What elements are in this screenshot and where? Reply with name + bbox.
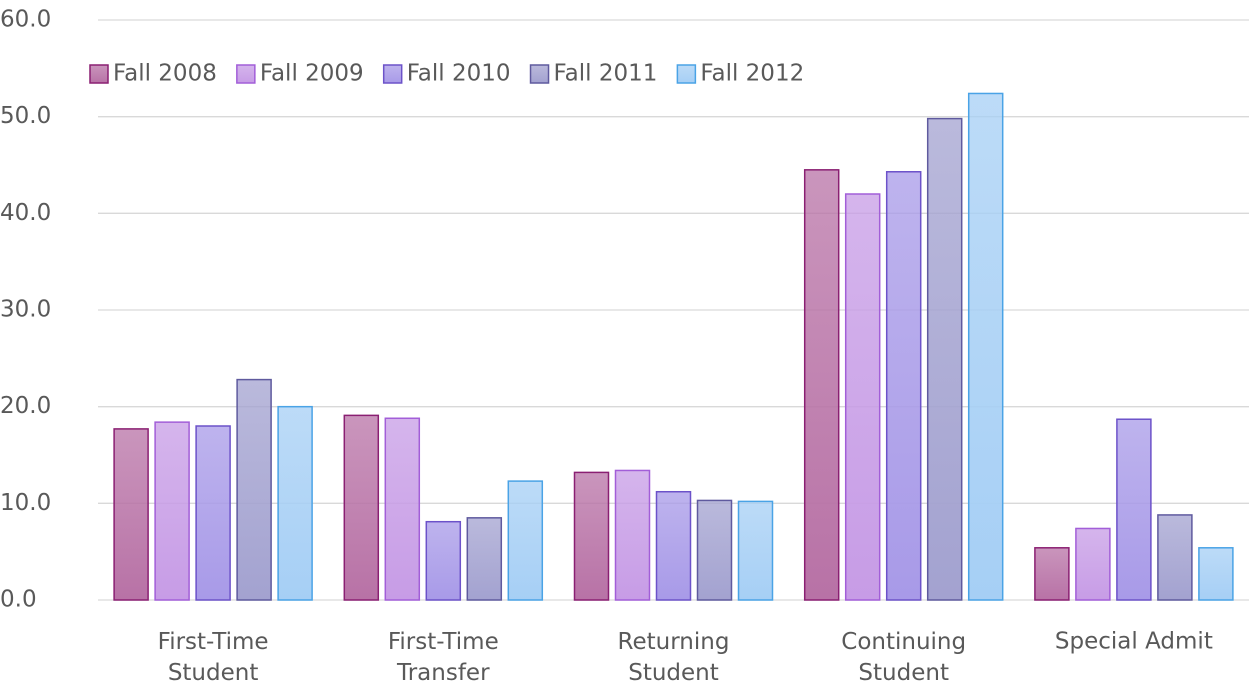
bar (614, 469, 651, 601)
bar (466, 517, 503, 601)
bar (803, 169, 840, 601)
bar (425, 520, 462, 601)
bar (696, 499, 733, 601)
bar (507, 480, 544, 601)
y-tick-label: 60.0 (0, 7, 51, 33)
bar (967, 92, 1004, 601)
y-tick-label: 30.0 (0, 297, 51, 323)
x-tick-label: Returning Student (618, 629, 730, 686)
legend-swatch (382, 64, 403, 84)
bar (236, 378, 272, 601)
y-tick-label: 20.0 (0, 393, 51, 419)
bar (1034, 547, 1070, 601)
y-tick-label: 0.0 (0, 587, 37, 613)
bar (1075, 527, 1111, 601)
bar (154, 421, 190, 601)
bar (277, 405, 313, 601)
legend-swatch (676, 64, 697, 84)
legend-label: Fall 2009 (260, 61, 364, 87)
bar (1116, 418, 1152, 601)
legend-label: Fall 2012 (700, 61, 804, 87)
bar (384, 417, 421, 601)
legend-label: Fall 2010 (407, 61, 511, 87)
bar (195, 425, 231, 601)
bar (343, 414, 380, 601)
legend-label: Fall 2011 (554, 61, 658, 87)
bar (1198, 547, 1234, 601)
bar (885, 171, 922, 601)
bar (113, 428, 149, 601)
legend-swatch (236, 64, 256, 84)
y-tick-label: 40.0 (0, 200, 51, 226)
bar (926, 117, 963, 601)
x-tick-label: Special Admit (1055, 629, 1213, 655)
bar (844, 193, 881, 601)
y-tick-label: 10.0 (0, 490, 51, 516)
legend-label: Fall 2008 (113, 61, 217, 87)
bar (655, 490, 692, 601)
bar (573, 471, 610, 601)
bar (1157, 514, 1193, 601)
legend-swatch (529, 64, 550, 84)
x-tick-label: First-Time Student (158, 629, 269, 686)
y-tick-label: 50.0 (0, 103, 51, 129)
legend-swatch (89, 64, 109, 84)
x-tick-label: Continuing Student (841, 629, 966, 686)
bar (737, 500, 774, 601)
x-tick-label: First-Time Transfer (388, 629, 499, 686)
